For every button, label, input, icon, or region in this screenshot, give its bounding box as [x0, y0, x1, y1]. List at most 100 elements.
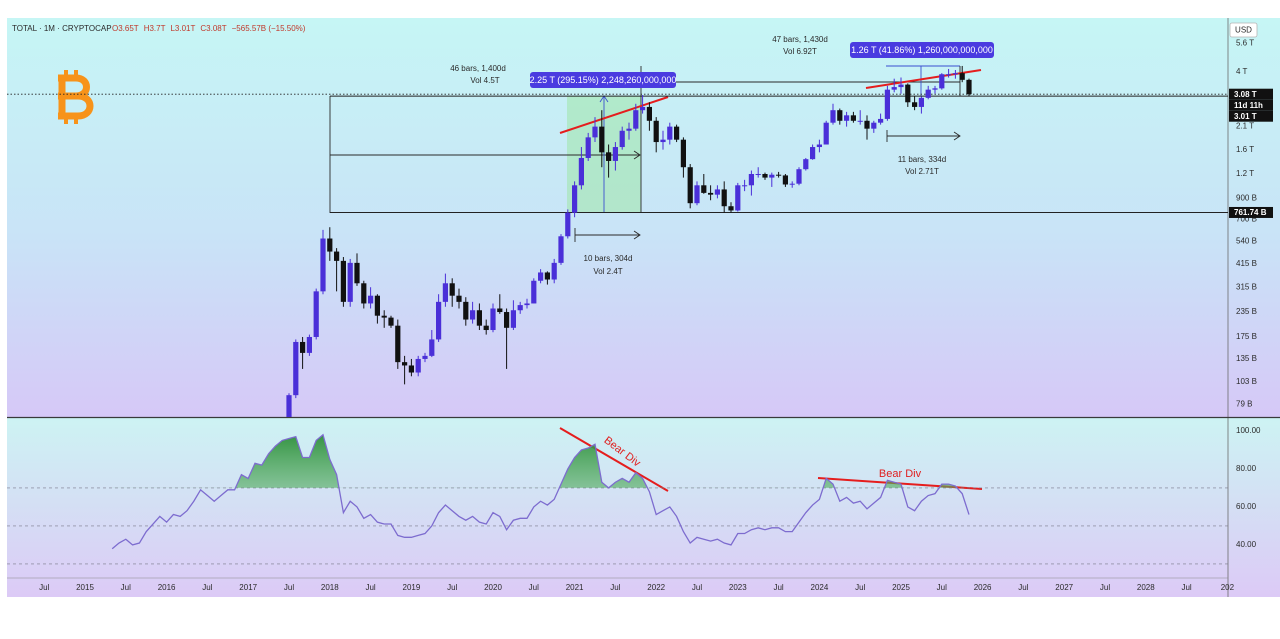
candle-body	[504, 312, 510, 328]
candle-body	[640, 106, 646, 111]
x-tick-label: 2018	[321, 583, 339, 592]
x-tick-label: 2025	[892, 583, 910, 592]
candle-body	[939, 74, 945, 89]
candle-body	[517, 305, 523, 311]
y-tick-label: 1.2 T	[1236, 169, 1254, 178]
trend-line	[559, 427, 669, 492]
x-tick-label: Jul	[1018, 583, 1028, 592]
rsi	[7, 433, 1228, 565]
candle-body	[837, 110, 843, 121]
annotation: Vol 4.5T	[470, 76, 499, 85]
y-tick-label: 315 B	[1236, 282, 1257, 291]
ohlc-value: H3.7T	[144, 24, 166, 33]
candle-body	[871, 122, 877, 129]
bitcoin-logo	[58, 70, 94, 124]
price-badge: 3.08 T	[1234, 90, 1257, 99]
candle-body	[823, 122, 829, 145]
candle-body	[538, 272, 544, 281]
candle-body	[313, 291, 319, 337]
x-tick-label: Jul	[365, 583, 375, 592]
candle-body	[633, 110, 639, 129]
candle-body	[796, 169, 802, 184]
candle-body	[830, 110, 836, 123]
measure-label-box	[530, 72, 676, 88]
candle-body	[728, 206, 734, 211]
currency: USD	[1235, 26, 1252, 35]
candle-body	[490, 308, 496, 331]
x-tick-label: Jul	[937, 583, 947, 592]
x-tick-label: 2021	[566, 583, 584, 592]
y-tick-label: 103 B	[1236, 377, 1257, 386]
annotation: Vol 6.92T	[783, 47, 817, 56]
y-tick-label: 700 B	[1236, 215, 1257, 224]
y-tick-label: 80.00	[1236, 464, 1257, 473]
candle-body	[578, 157, 584, 186]
x-tick-label: Jul	[610, 583, 620, 592]
trend-line	[559, 96, 669, 134]
y-tick-label: 1.6 T	[1236, 145, 1254, 154]
candle-body	[742, 185, 748, 187]
annotation: 47 bars, 1,430d	[772, 35, 828, 44]
ohlc-value: O3.65T	[112, 24, 139, 33]
candle-body	[667, 126, 673, 140]
ohlc-header: O3.65T H3.7T L3.01T C3.08T −565.57B (−15.50%…	[112, 24, 306, 33]
x-tick-label: Jul	[855, 583, 865, 592]
y-tick-label: 40.00	[1236, 540, 1257, 549]
candle-body	[599, 126, 605, 153]
candle-body	[306, 336, 312, 353]
candle-body	[334, 251, 340, 261]
y-tick-label: 900 B	[1236, 193, 1257, 202]
candle-body	[932, 88, 938, 90]
candle-body	[476, 310, 482, 326]
candles	[7, 65, 1228, 417]
candle-body	[449, 283, 455, 296]
candle-body	[646, 106, 652, 121]
annotation: 46 bars, 1,400d	[450, 64, 506, 73]
x-tick-label: Jul	[773, 583, 783, 592]
y-tick-label: 2.1 T	[1236, 122, 1254, 131]
candle-body	[470, 310, 476, 320]
candle-body	[558, 236, 564, 263]
candle-body	[912, 102, 918, 107]
candle-body	[782, 175, 788, 185]
y-tick-label: 79 B	[1236, 399, 1252, 408]
candle-body	[653, 120, 659, 143]
price-badge: 3.01 T	[1234, 112, 1257, 121]
candle-body	[456, 295, 462, 302]
arrow-head	[953, 131, 961, 141]
candle-body	[293, 341, 299, 396]
candle-body	[606, 152, 612, 161]
candle-body	[286, 395, 292, 417]
candle-body	[374, 295, 380, 316]
candle-body	[442, 283, 448, 302]
x-tick-label: Jul	[202, 583, 212, 592]
candle-body	[531, 280, 537, 304]
candle-body	[952, 73, 958, 75]
candle-body	[769, 174, 775, 178]
candle-body	[884, 89, 890, 119]
candle-body	[320, 238, 326, 292]
x-tick-label: 2023	[729, 583, 747, 592]
candle-body	[748, 173, 754, 186]
x-tick-label: 2028	[1137, 583, 1155, 592]
candle-body	[946, 74, 952, 76]
candle-body	[905, 84, 911, 103]
price-badge-box	[1229, 88, 1273, 100]
y-tick-label: 175 B	[1236, 332, 1257, 341]
annotation: 11 bars, 334d	[898, 155, 946, 164]
price-badge: 761.74 B	[1234, 208, 1267, 217]
candle-body	[592, 126, 598, 138]
x-tick-label: Jul	[284, 583, 294, 592]
candle-body	[544, 272, 550, 280]
arrow-head	[633, 150, 641, 160]
countdown-box	[1229, 99, 1273, 111]
annotation: 10 bars, 304d	[584, 254, 633, 263]
candle-body	[388, 317, 394, 326]
x-tick-label: 2027	[1055, 583, 1073, 592]
candle-body	[429, 339, 435, 356]
candle-body	[844, 115, 850, 121]
x-tick-label: 2024	[811, 583, 829, 592]
y-tick-label: 4 T	[1236, 67, 1248, 76]
annotation: Vol 2.71T	[905, 167, 939, 176]
